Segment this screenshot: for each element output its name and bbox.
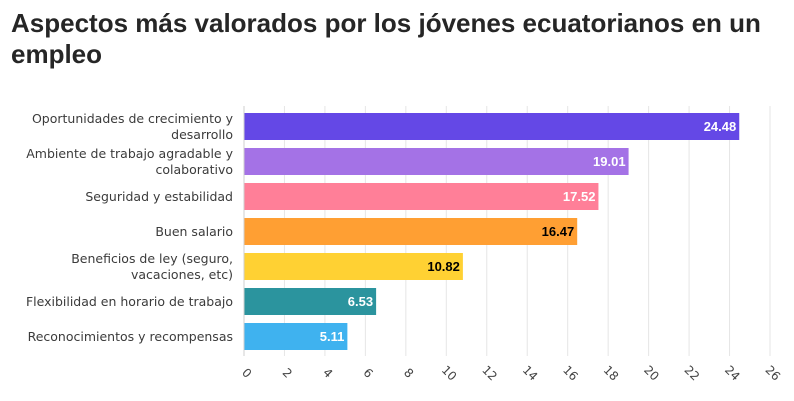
x-tick-label: 4 — [320, 366, 335, 381]
bar — [244, 253, 463, 280]
bar-value-label: 19.01 — [593, 154, 626, 169]
bar — [244, 113, 740, 140]
category-label: Reconocimientos y recompensas — [28, 329, 233, 344]
x-tick-label: 20 — [641, 363, 662, 384]
category-label: Ambiente de trabajo agradable y — [26, 146, 233, 161]
bar-value-label: 24.48 — [704, 119, 737, 134]
x-tick-label: 6 — [361, 366, 376, 381]
x-tick-label: 12 — [479, 363, 500, 384]
bar-value-label: 5.11 — [320, 329, 345, 344]
bar-value-label: 16.47 — [542, 224, 575, 239]
x-tick-label: 18 — [601, 363, 622, 384]
bar-value-label: 17.52 — [563, 189, 596, 204]
bar — [244, 148, 629, 175]
bar-value-label: 6.53 — [348, 294, 373, 309]
x-tick-label: 24 — [722, 363, 743, 384]
category-label: colaborativo — [156, 162, 233, 177]
category-label: desarrollo — [171, 127, 233, 142]
x-tick-label: 14 — [520, 363, 541, 384]
x-tick-label: 8 — [401, 366, 416, 381]
category-label: Flexibilidad en horario de trabajo — [26, 294, 233, 309]
bar — [244, 323, 348, 350]
bar-value-label: 10.82 — [427, 259, 460, 274]
x-tick-label: 2 — [280, 366, 295, 381]
category-label: vacaciones, etc) — [131, 267, 233, 282]
x-tick-label: 0 — [239, 366, 254, 381]
category-label: Oportunidades de crecimiento y — [32, 111, 234, 126]
bar — [244, 183, 599, 210]
bar — [244, 218, 578, 245]
category-label: Seguridad y estabilidad — [85, 189, 233, 204]
category-label: Buen salario — [155, 224, 233, 239]
x-tick-label: 16 — [560, 363, 581, 384]
bar — [244, 288, 377, 315]
category-label: Beneficios de ley (seguro, — [71, 251, 233, 266]
x-tick-label: 10 — [439, 363, 460, 384]
x-tick-label: 26 — [762, 363, 783, 384]
chart-title: Aspectos más valorados por los jóvenes e… — [11, 8, 761, 69]
x-tick-label: 22 — [682, 363, 703, 384]
